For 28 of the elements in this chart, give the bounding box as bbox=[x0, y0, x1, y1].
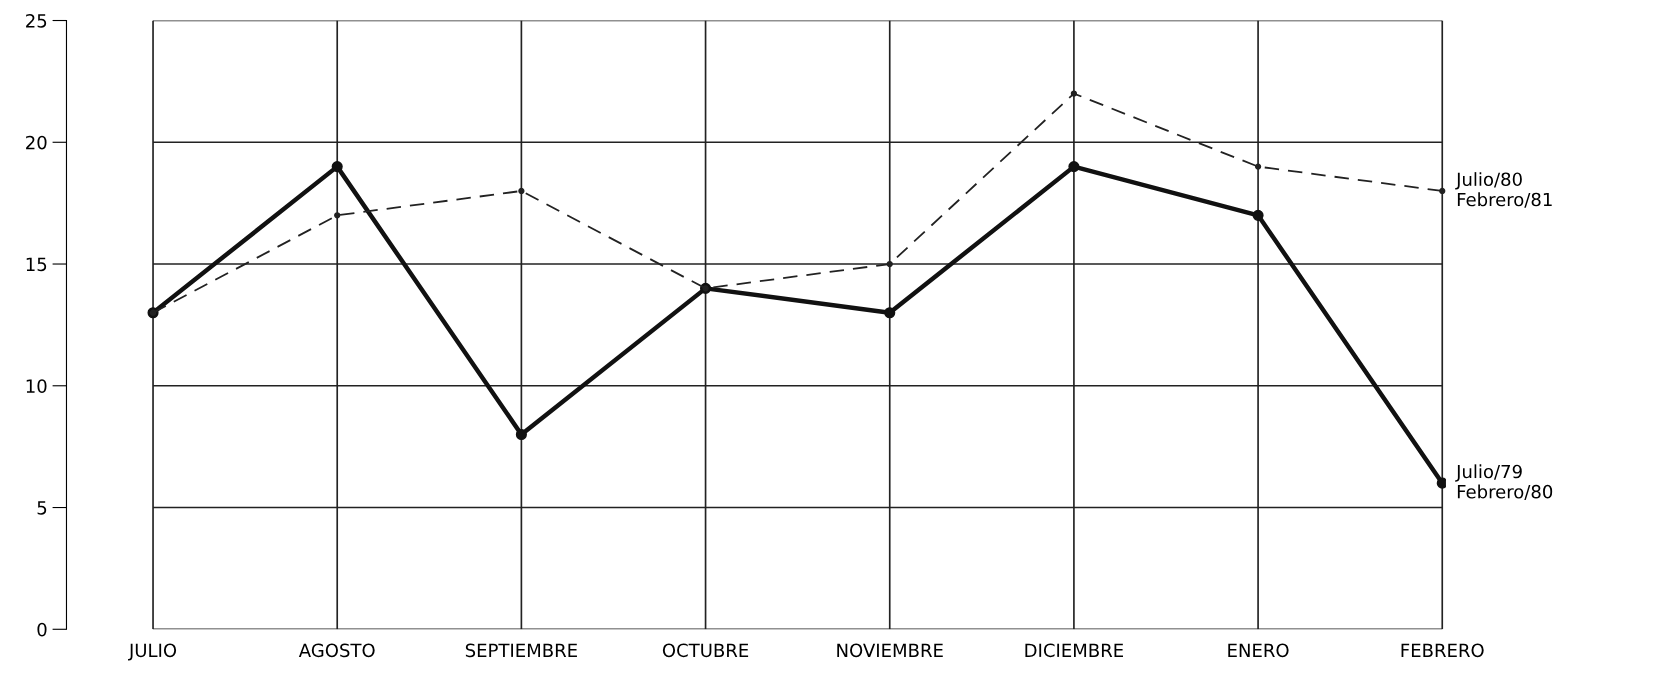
y-tick-label: 10 bbox=[26, 379, 47, 393]
y-tick-label: 25 bbox=[26, 13, 47, 28]
series-label: Julio/80 Febrero/81 bbox=[1455, 172, 1552, 208]
x-tick-label: NOVIEMBRE bbox=[837, 643, 943, 658]
point bbox=[334, 212, 341, 219]
y-tick-label: 20 bbox=[26, 135, 47, 150]
point bbox=[884, 307, 896, 319]
point bbox=[331, 161, 343, 173]
x-tick-label: AGOSTO bbox=[298, 643, 375, 658]
y-tick-label: 15 bbox=[26, 257, 47, 272]
point bbox=[1254, 163, 1262, 170]
point bbox=[515, 428, 527, 441]
x-tick-label: OCTUBRE bbox=[662, 643, 749, 658]
x-tick-label: ENERO bbox=[1228, 643, 1289, 658]
x-tick-label: FEBRERO bbox=[1401, 643, 1484, 658]
x-tick-label: SEPTIEMBRE bbox=[465, 643, 577, 658]
point bbox=[1436, 477, 1446, 489]
point bbox=[886, 260, 893, 268]
point bbox=[1070, 90, 1078, 97]
y-tick-label: 5 bbox=[37, 501, 47, 515]
point bbox=[1068, 161, 1080, 173]
point bbox=[518, 187, 525, 195]
x-tick-label: DICIEMBRE bbox=[1025, 643, 1123, 658]
x-tick-label: JULIO bbox=[128, 643, 177, 661]
point bbox=[1252, 209, 1264, 221]
y-tick-label: 0 bbox=[37, 622, 47, 637]
series-label: Julio/79 Febrero/80 bbox=[1455, 464, 1553, 500]
point bbox=[1439, 187, 1446, 195]
